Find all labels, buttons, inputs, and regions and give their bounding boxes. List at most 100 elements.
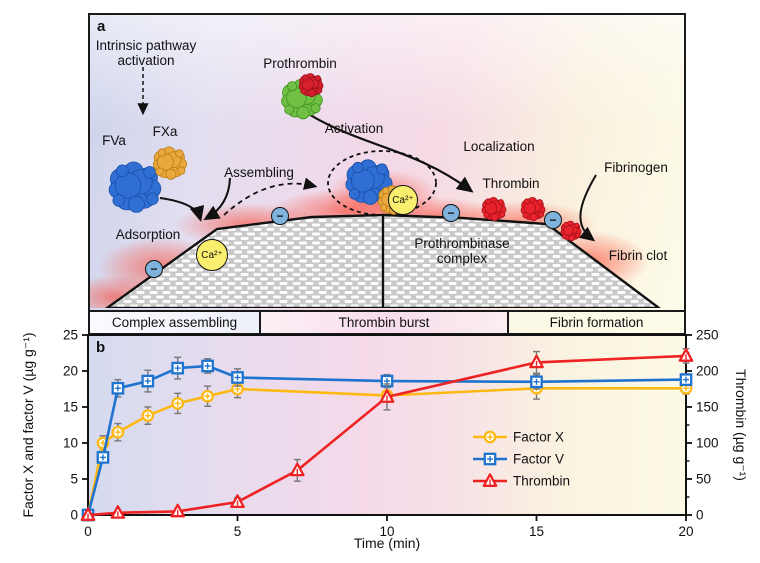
complex-fva-protein-part <box>362 189 378 205</box>
fxa-protein-part <box>155 167 164 176</box>
legend-label-factor-x: Factor X <box>513 430 564 445</box>
panel-a-letter: a <box>97 18 106 35</box>
prothrombinase-complex-label: Prothrombinase complex <box>397 236 527 266</box>
thrombin-protein-1-part <box>490 213 499 222</box>
legend-label-factor-v: Factor V <box>513 452 564 467</box>
factor-x-line <box>86 386 686 516</box>
prothrombin-protein-part <box>287 81 298 92</box>
thrombin-protein-1-part <box>498 211 506 218</box>
factor-v-point-2 <box>141 374 155 388</box>
adsorption-arrow-fxa <box>203 177 232 221</box>
yr-tick-label-250: 250 <box>696 328 719 343</box>
thrombin-point-15 <box>529 354 544 369</box>
fxa-protein <box>153 146 188 180</box>
yr-tick-label-200: 200 <box>696 364 719 379</box>
phase-fibrin-formation: Fibrin formation <box>507 312 684 333</box>
fibrin-clot-label: Fibrin clot <box>608 248 668 263</box>
complex-fxa-protein-part <box>380 203 388 212</box>
thrombin-protein-3-part <box>575 232 581 239</box>
plot-area <box>87 334 687 516</box>
thrombin-label: Thrombin <box>482 176 540 191</box>
panel-b-chart: 0 5 10 15 200510152025050100150200250Factor … <box>63 328 719 540</box>
thrombin-point-5 <box>230 494 245 508</box>
prothrombin-red-domain <box>298 73 324 98</box>
factor-x-point-4 <box>201 389 214 403</box>
thrombin-protein-1-part <box>497 199 504 206</box>
negative-charge-2: − <box>271 207 289 225</box>
panel-a-schematic: a Intrinsic pathway activation FVa FXa P… <box>88 13 686 310</box>
negative-charge-4: − <box>544 211 562 229</box>
legend-marker-thrombin <box>482 473 498 487</box>
legend-marker-factor-v <box>483 452 497 466</box>
thrombin-protein-2-part <box>523 198 531 205</box>
legend-marker-factor-x <box>483 430 497 444</box>
prothrombin-red-domain-part <box>302 74 309 81</box>
thrombin-protein-2 <box>520 197 546 222</box>
x-axis-title: Time (min) <box>353 535 421 551</box>
thrombin-point-1 <box>110 505 126 519</box>
yr-tick-label-100: 100 <box>696 436 719 451</box>
thrombin-point-7 <box>289 462 305 477</box>
yl-tick-label-10: 10 <box>63 436 78 451</box>
negative-charge-3: − <box>442 204 460 222</box>
y-axis-title-right: Thrombin (µg g⁻¹) <box>733 369 749 481</box>
complex-fxa-protein-part <box>382 186 390 195</box>
adsorption-label: Adsorption <box>115 227 181 242</box>
prothrombinase-line1: Prothrombinase <box>414 236 510 251</box>
factor-x-point-2 <box>141 409 155 422</box>
yl-tick-label-15: 15 <box>63 400 78 415</box>
phase-thrombin-burst: Thrombin burst <box>259 312 507 333</box>
factor-x-point-3 <box>171 397 185 410</box>
fva-protein-part <box>128 195 145 213</box>
prothrombin-red-domain-part <box>307 89 316 98</box>
thrombin-protein-2-part <box>522 212 529 219</box>
fva-protein-part <box>112 194 126 207</box>
factor-v-line <box>86 364 687 516</box>
prothrombin-protein-part <box>296 105 310 120</box>
complex-dashed-ellipse <box>327 150 437 216</box>
thrombin-point-3 <box>170 503 186 518</box>
x-tick-label-5: 5 <box>234 524 242 539</box>
complex-fva-protein-part <box>376 163 388 175</box>
factor-v-point-15 <box>530 375 543 389</box>
panel-b-letter: b <box>96 339 106 356</box>
fibrinogen-arrow <box>579 174 597 242</box>
fxa-label: FXa <box>152 124 178 139</box>
y-axis-title-left: Factor X and factor V (µg g⁻¹) <box>20 332 36 518</box>
thrombin-protein-1 <box>481 197 507 222</box>
fva-label: FVa <box>102 133 126 148</box>
assembling-dashed-arrow <box>223 177 318 216</box>
yr-tick-label-0: 0 <box>696 508 704 523</box>
thrombin-protein-2-part <box>536 199 543 206</box>
intrinsic-pathway-line2: activation <box>117 53 175 68</box>
activation-label: Activation <box>324 121 384 136</box>
yr-tick-label-50: 50 <box>696 472 711 487</box>
legend: Factor X Factor V Thrombin <box>473 430 570 489</box>
prothrombinase-line2: complex <box>436 251 488 266</box>
calcium-ion-complex: Ca²⁺ <box>388 185 418 215</box>
factor-v-point-5 <box>231 371 244 384</box>
prothrombin-label: Prothrombin <box>263 56 337 71</box>
yr-tick-label-150: 150 <box>696 400 719 415</box>
fva-protein-part <box>146 192 159 206</box>
fxa-protein-part <box>175 149 184 158</box>
factor-v-point-1 <box>111 381 125 395</box>
calcium-ion-left: Ca²⁺ <box>196 239 228 271</box>
x-tick-label-10: 10 <box>379 524 394 539</box>
complex-fva-protein-part <box>352 161 364 174</box>
factor-v-point-4 <box>201 359 214 373</box>
yl-tick-label-20: 20 <box>63 364 78 379</box>
yl-tick-label-0: 0 <box>70 508 78 523</box>
factor-v-point-20 <box>679 373 693 386</box>
legend-item-factor-x: Factor X <box>473 430 564 445</box>
thrombin-point-0 <box>80 507 96 521</box>
thrombin-protein-1-part <box>484 198 492 205</box>
fibrinogen-label: Fibrinogen <box>604 160 668 175</box>
thrombin-protein-3-part <box>574 222 580 228</box>
assembling-label: Assembling <box>224 165 294 180</box>
prothrombin-red-domain-part <box>314 75 321 82</box>
thrombin-protein-3-part <box>561 233 568 239</box>
localization-label: Localization <box>463 139 535 154</box>
thrombin-protein-1-part <box>483 212 490 219</box>
